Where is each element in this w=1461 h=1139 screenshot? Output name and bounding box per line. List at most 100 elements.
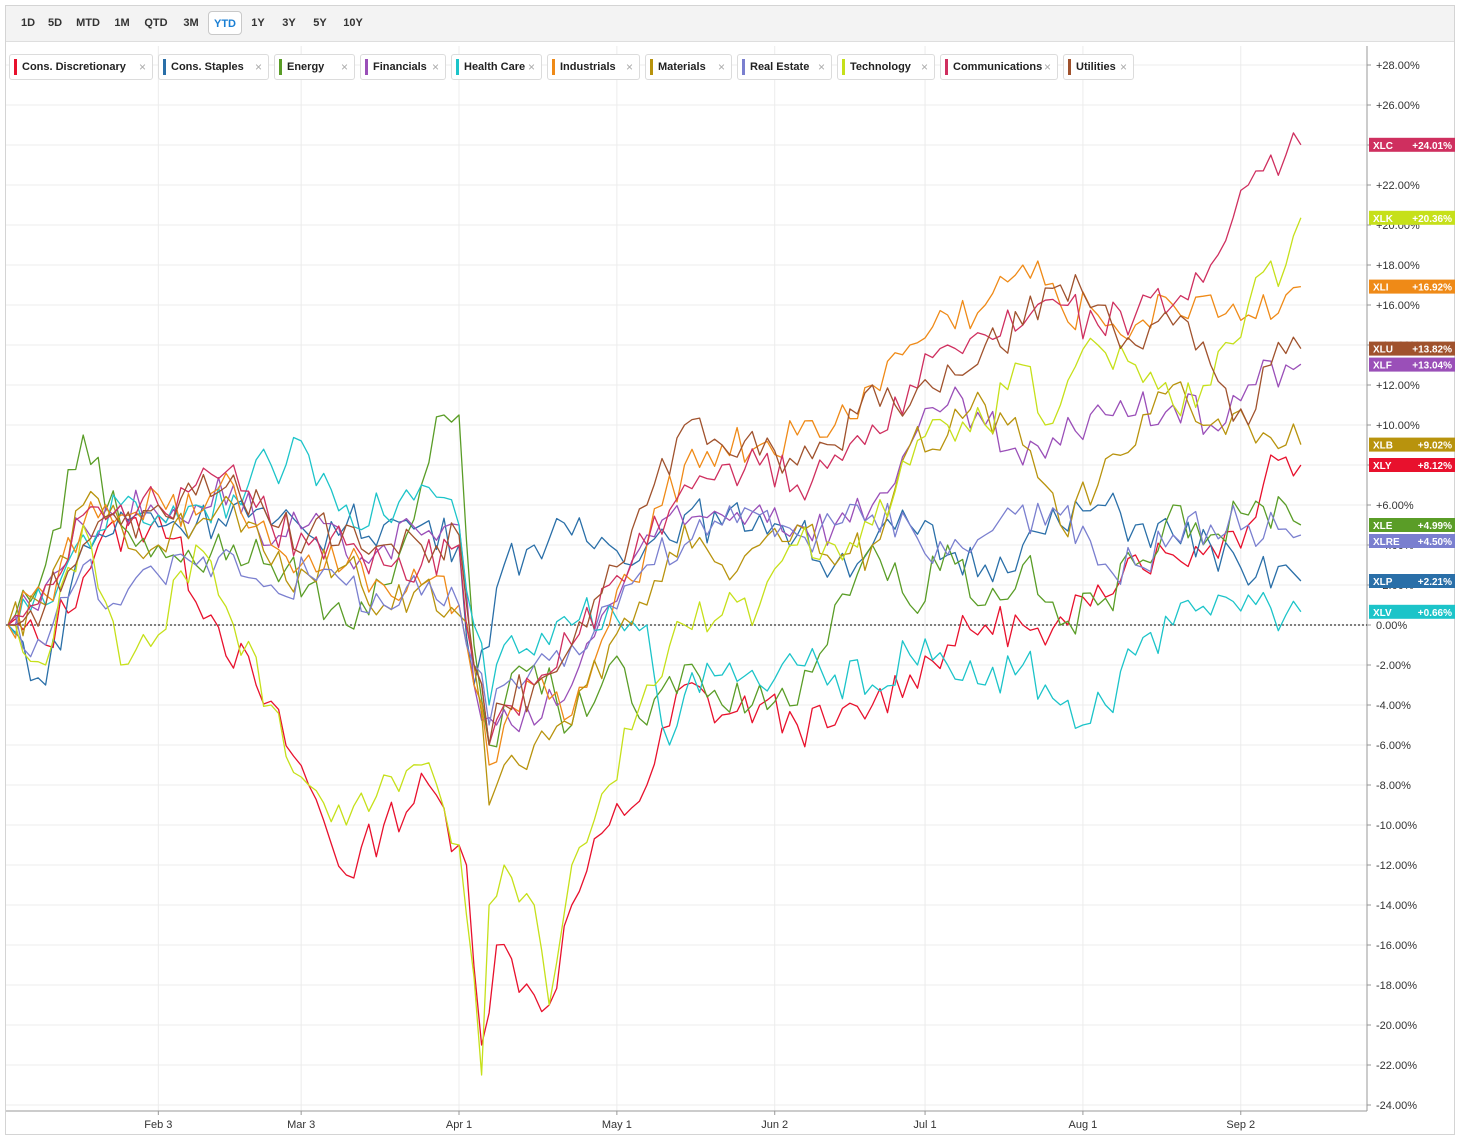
timeframe-1m[interactable]: 1M (114, 17, 130, 29)
value-tag-value: +20.36% (1412, 214, 1452, 225)
performance-chart: +28.00%+26.00%+24.00%+22.00%+20.00%+18.0… (6, 46, 1455, 1131)
value-tag-bg (1369, 341, 1455, 356)
legend-swatch (842, 59, 845, 75)
timeframe-10y[interactable]: 10Y (343, 17, 363, 29)
value-tag-bg (1369, 279, 1455, 294)
value-tag-value: +16.92% (1412, 283, 1452, 294)
value-tag-value: +13.04% (1412, 361, 1452, 372)
legend-swatch (456, 59, 459, 75)
remove-series-icon[interactable]: × (254, 60, 262, 74)
series-line-xli (7, 260, 1301, 766)
remove-series-icon[interactable]: × (527, 60, 535, 74)
value-tag-xlf: XLF +13.04% (1369, 357, 1455, 372)
legend-item-xlk[interactable]: Technology × (837, 54, 935, 80)
legend-label: Energy (287, 61, 325, 73)
timeframe-3m[interactable]: 3M (183, 17, 199, 29)
legend-item-xlc[interactable]: Communications × (940, 54, 1058, 80)
value-tag-ticker: XLV (1373, 608, 1392, 619)
value-tag-ticker: XLY (1373, 461, 1392, 472)
legend-label: Real Estate (750, 61, 810, 73)
y-tick-label: -2.00% (1376, 660, 1411, 672)
x-tick-label: Aug 1 (1069, 1119, 1098, 1131)
value-tag-value: +2.21% (1418, 577, 1452, 588)
legend-swatch (650, 59, 653, 75)
legend-swatch (163, 59, 166, 75)
value-tag-xlv: XLV +0.66% (1369, 604, 1455, 619)
value-tag-xli: XLI +16.92% (1369, 279, 1455, 294)
series-line-xlc (7, 132, 1302, 746)
value-tag-bg (1369, 574, 1455, 588)
legend-swatch (742, 59, 745, 75)
legend-swatch (365, 59, 368, 75)
y-tick-label: -20.00% (1376, 1020, 1417, 1032)
value-tag-ticker: XLB (1373, 441, 1393, 452)
value-tag-ticker: XLF (1373, 361, 1392, 372)
remove-series-icon[interactable]: × (138, 60, 146, 74)
y-tick-label: -10.00% (1376, 820, 1417, 832)
legend-item-xle[interactable]: Energy × (274, 54, 355, 80)
y-tick-label: +26.00% (1376, 100, 1420, 112)
y-tick-label: +18.00% (1376, 260, 1420, 272)
value-tag-value: +9.02% (1418, 441, 1452, 452)
legend-item-xli[interactable]: Industrials × (547, 54, 640, 80)
legend-item-xlv[interactable]: Health Care × (451, 54, 542, 80)
value-tag-ticker: XLI (1373, 283, 1389, 294)
y-tick-label: -8.00% (1376, 780, 1411, 792)
value-tag-xlc: XLC +24.01% (1369, 137, 1455, 152)
remove-series-icon[interactable]: × (340, 60, 348, 74)
x-tick-label: Apr 1 (446, 1119, 472, 1131)
legend-item-xlu[interactable]: Utilities × (1063, 54, 1134, 80)
legend-item-xly[interactable]: Cons. Discretionary × (9, 54, 153, 80)
legend-label: Technology (850, 61, 911, 73)
timeframe-qtd[interactable]: QTD (144, 17, 168, 29)
legend-item-xlre[interactable]: Real Estate × (737, 54, 832, 80)
y-tick-label: -4.00% (1376, 700, 1411, 712)
legend-item-xlf[interactable]: Financials × (360, 54, 446, 80)
y-tick-label: +10.00% (1376, 420, 1420, 432)
y-tick-label: -16.00% (1376, 940, 1417, 952)
y-tick-label: +22.00% (1376, 180, 1420, 192)
value-tag-value: +4.50% (1418, 537, 1452, 548)
legend-item-xlp[interactable]: Cons. Staples × (158, 54, 269, 80)
value-tag-value: +0.66% (1418, 608, 1452, 619)
value-tag-value: +4.99% (1418, 521, 1452, 532)
series-line-xlp (7, 492, 1302, 686)
value-tag-value: +24.01% (1412, 141, 1452, 152)
value-tag-value: +13.82% (1412, 345, 1452, 356)
timeframe-ytd[interactable]: YTD (208, 11, 242, 35)
remove-series-icon[interactable]: × (1119, 60, 1127, 74)
timeframe-5y[interactable]: 5Y (313, 17, 327, 29)
x-tick-label: Jul 1 (913, 1119, 936, 1131)
timeframe-3y[interactable]: 3Y (282, 17, 296, 29)
value-tag-ticker: XLP (1373, 577, 1393, 588)
legend-item-xlb[interactable]: Materials × (645, 54, 732, 80)
y-tick-label: +28.00% (1376, 60, 1420, 72)
remove-series-icon[interactable]: × (817, 60, 825, 74)
legend-label: Industrials (560, 61, 616, 73)
legend-label: Cons. Staples (171, 61, 244, 73)
value-tag-xle: XLE +4.99% (1369, 518, 1455, 532)
y-tick-label: -14.00% (1376, 900, 1417, 912)
timeframe-mtd[interactable]: MTD (76, 17, 100, 29)
x-tick-label: Feb 3 (144, 1119, 172, 1131)
value-tag-bg (1369, 210, 1455, 225)
remove-series-icon[interactable]: × (431, 60, 439, 74)
value-tag-xlu: XLU +13.82% (1369, 341, 1455, 356)
remove-series-icon[interactable]: × (920, 60, 928, 74)
value-tag-bg (1369, 458, 1455, 472)
remove-series-icon[interactable]: × (1043, 60, 1051, 74)
legend-swatch (552, 59, 555, 75)
value-tag-bg (1369, 518, 1455, 532)
y-tick-label: -6.00% (1376, 740, 1411, 752)
y-tick-label: +16.00% (1376, 300, 1420, 312)
legend-label: Cons. Discretionary (22, 61, 126, 73)
timeframe-5d[interactable]: 5D (47, 17, 63, 29)
x-tick-label: Jun 2 (761, 1119, 788, 1131)
timeframe-1d[interactable]: 1D (20, 17, 36, 29)
remove-series-icon[interactable]: × (625, 60, 633, 74)
remove-series-icon[interactable]: × (717, 60, 725, 74)
y-tick-label: 0.00% (1376, 620, 1407, 632)
series-line-xlu (7, 274, 1302, 746)
value-tag-xlb: XLB +9.02% (1369, 437, 1455, 452)
timeframe-1y[interactable]: 1Y (251, 17, 265, 29)
